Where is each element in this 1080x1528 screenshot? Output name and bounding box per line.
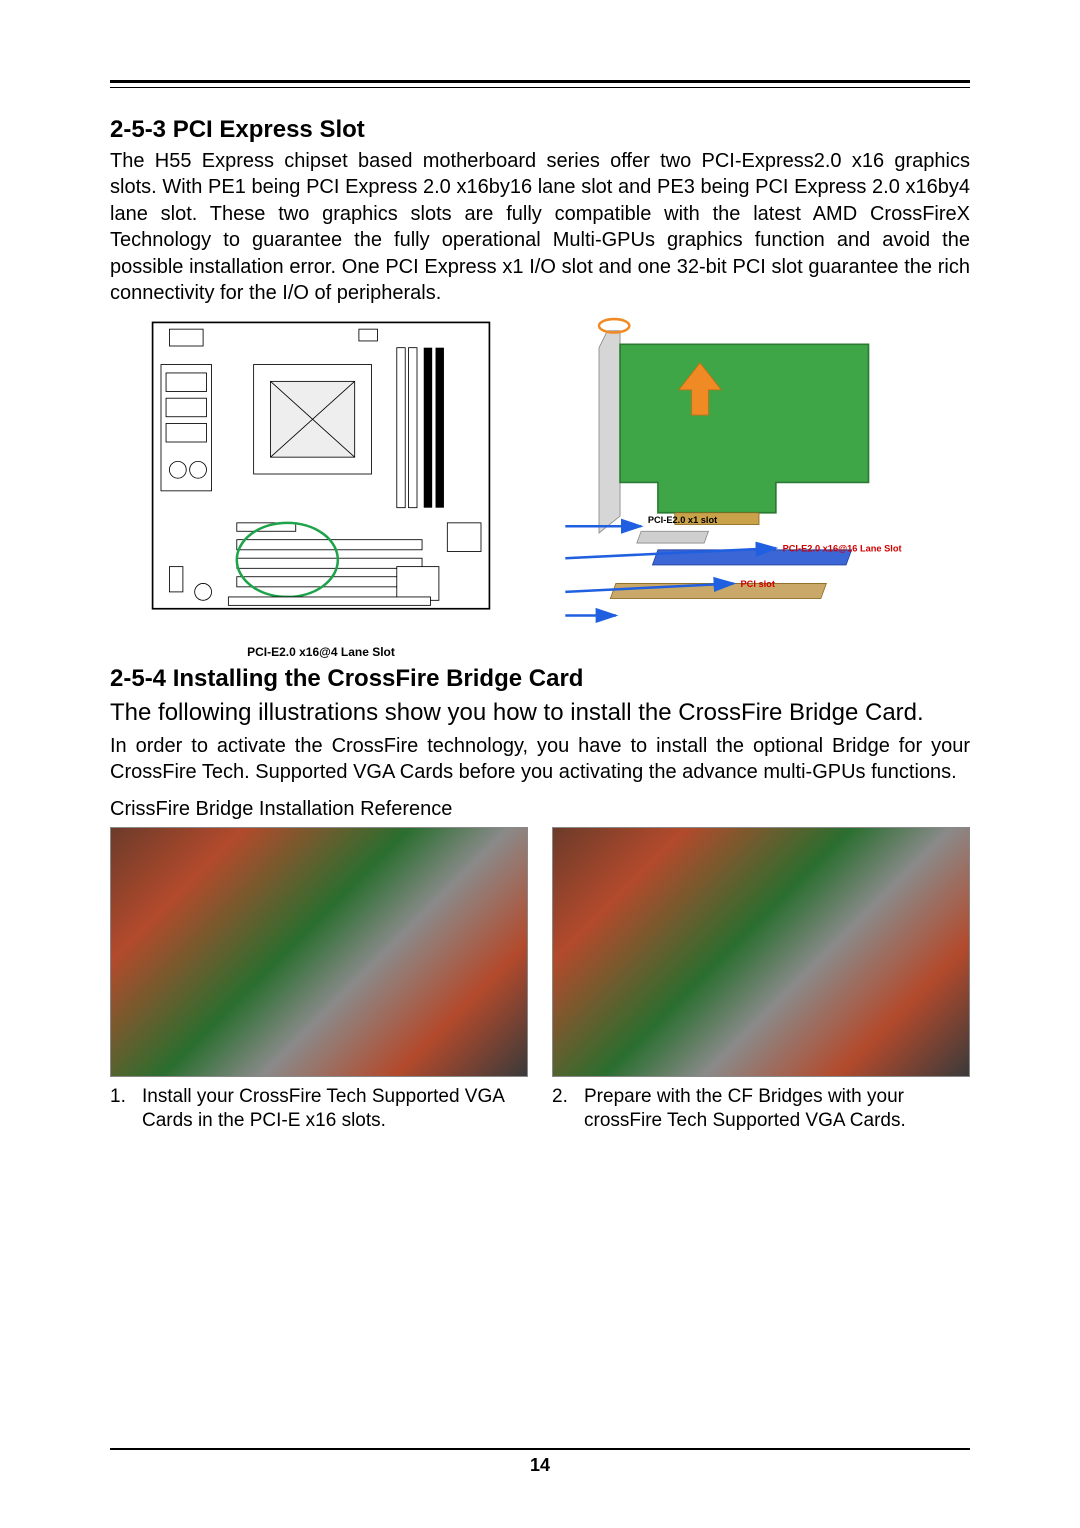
reference-line: CrissFire Bridge Installation Reference (110, 798, 970, 821)
caption-1-num: 1. (110, 1085, 132, 1133)
photo-row (110, 827, 970, 1077)
install-photo-2 (552, 827, 970, 1077)
label-x1: PCI-E2.0 x1 slot (648, 515, 717, 525)
label-x16-16: PCI-E2.0 x16@16 Lane Slot (783, 544, 902, 554)
caption-row: 1. Install your CrossFire Tech Supported… (110, 1085, 970, 1133)
motherboard-schematic: PCI-E2.0 x16@4 Lane Slot (110, 314, 532, 659)
label-pci: PCI slot (740, 579, 774, 589)
paragraph-254: In order to activate the CrossFire techn… (110, 733, 970, 786)
bottom-rule (110, 1448, 970, 1450)
expansion-card-diagram: PCI-E2.0 x1 slot PCI-E2.0 x16@16 Lane Sl… (548, 314, 970, 639)
caption-1: 1. Install your CrossFire Tech Supported… (110, 1085, 528, 1133)
top-double-rule (110, 80, 970, 88)
caption-2-text: Prepare with the CF Bridges with your cr… (584, 1085, 970, 1133)
page-number: 14 (110, 1455, 970, 1476)
heading-254: 2-5-4 Installing the CrossFire Bridge Ca… (110, 665, 970, 693)
install-photo-1 (110, 827, 528, 1077)
caption-2-num: 2. (552, 1085, 574, 1133)
caption-2: 2. Prepare with the CF Bridges with your… (552, 1085, 970, 1133)
heading-253: 2-5-3 PCI Express Slot (110, 116, 970, 144)
intro-254: The following illustrations show you how… (110, 697, 970, 729)
caption-1-text: Install your CrossFire Tech Supported VG… (142, 1085, 528, 1133)
paragraph-253: The H55 Express chipset based motherboar… (110, 148, 970, 306)
pci-diagram-row: PCI-E2.0 x16@4 Lane Slot (110, 314, 970, 659)
label-x16-4: PCI-E2.0 x16@4 Lane Slot (110, 645, 532, 659)
